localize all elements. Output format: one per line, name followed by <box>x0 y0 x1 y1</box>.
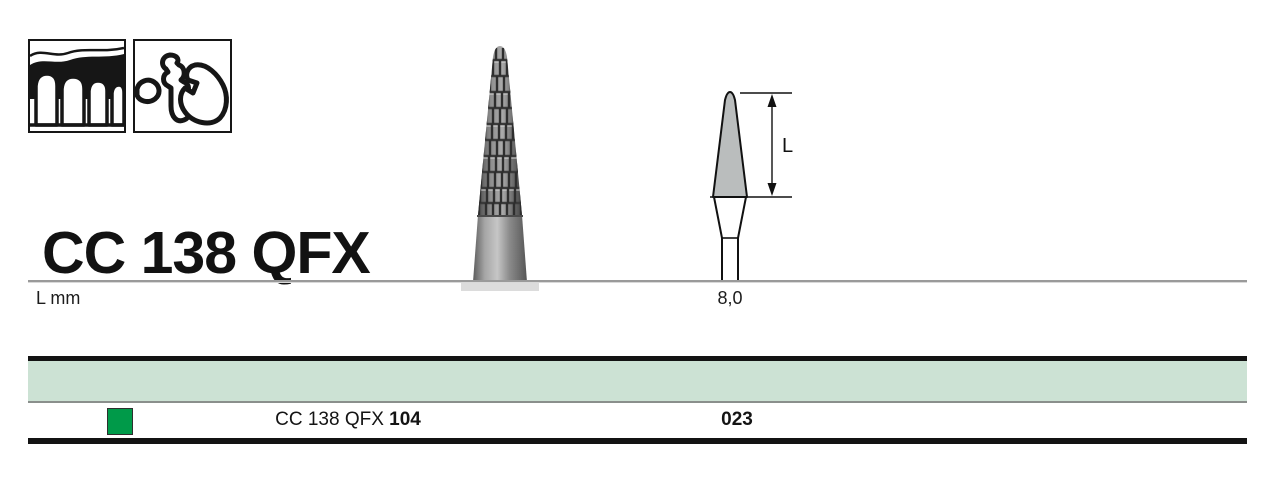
drawing-head <box>712 91 748 198</box>
divider-rule <box>28 280 1247 283</box>
table-bottom-border <box>28 438 1247 444</box>
drawing-length-label: L <box>782 135 793 157</box>
arrow-up-icon <box>767 94 777 107</box>
bur-photo <box>473 46 527 282</box>
table-header-band <box>28 361 1247 401</box>
inlay-onlay-art <box>135 52 229 126</box>
inlay-onlay-icon <box>133 39 232 133</box>
bur-technical-drawing: L <box>710 91 793 282</box>
table-row-size: 023 <box>721 409 753 430</box>
page-title: CC 138 QFX <box>42 220 371 286</box>
length-value: 8,0 <box>717 288 743 308</box>
product-name-text: CC 138 QFX <box>275 409 384 430</box>
photo-background-fade <box>461 283 539 291</box>
anterior-teeth-gingiva-icon <box>28 39 126 133</box>
anterior-teeth-gingiva-art <box>30 46 124 127</box>
table-header-divider <box>28 401 1247 403</box>
dimension-row-label: L mm <box>36 288 81 308</box>
shank-code-text: 104 <box>389 409 421 430</box>
table-row-product: CC 138 QFX 104 <box>228 409 468 431</box>
arrow-down-icon <box>767 183 777 196</box>
table-top-border <box>28 356 1247 361</box>
grit-color-swatch <box>107 408 133 435</box>
